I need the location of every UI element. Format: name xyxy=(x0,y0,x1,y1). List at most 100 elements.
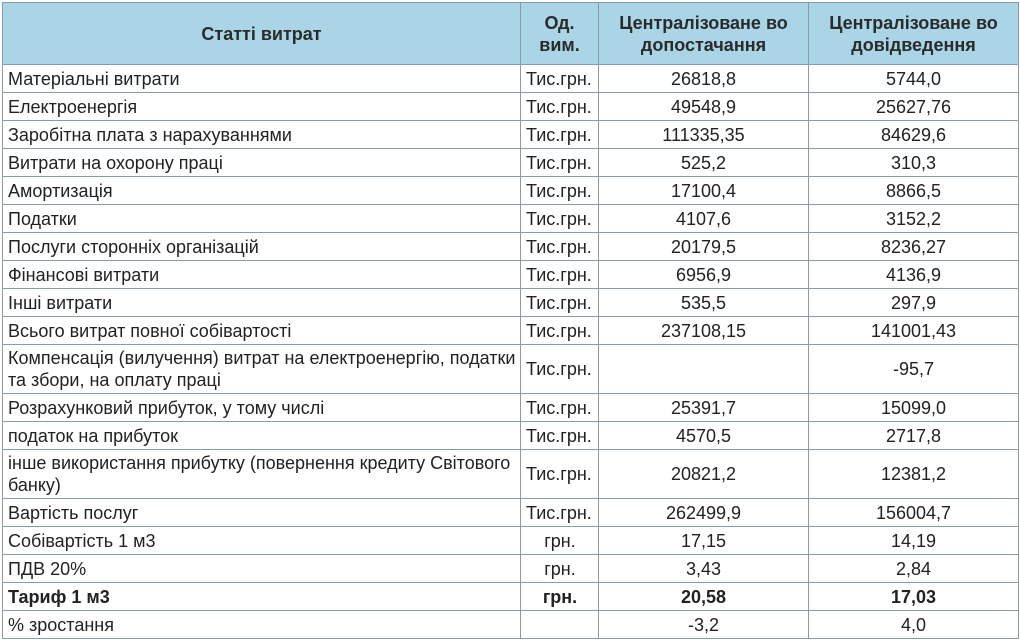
row-item: Послуги сторонніх організацій xyxy=(2,232,521,261)
row-supply-value: 535,5 xyxy=(598,288,809,317)
row-drain-value: 14,19 xyxy=(808,526,1019,555)
row-supply-value: 26818,8 xyxy=(598,64,809,93)
table-header-row: Статті витрат Од. вим. Централізоване во… xyxy=(2,2,1019,65)
row-item: Інші витрати xyxy=(2,288,521,317)
header-water-drainage: Централізоване во довідведення xyxy=(808,2,1019,65)
row-supply-value: 20179,5 xyxy=(598,232,809,261)
row-drain-value: 8236,27 xyxy=(808,232,1019,261)
row-supply-value: 111335,35 xyxy=(598,120,809,149)
table-row: Вартість послуг Тис.грн. 262499,9 156004… xyxy=(2,498,1019,527)
table-row: % зростання -3,2 4,0 xyxy=(2,610,1019,639)
row-drain-value: 2717,8 xyxy=(808,421,1019,450)
table-row: Електроенергія Тис.грн. 49548,9 25627,76 xyxy=(2,92,1019,121)
row-unit: Тис.грн. xyxy=(520,148,599,177)
table-row: інше використання прибутку (повернення к… xyxy=(2,449,1019,499)
row-drain-value: -95,7 xyxy=(808,344,1019,394)
row-supply-value: 6956,9 xyxy=(598,260,809,289)
table-row: Амортизація Тис.грн. 17100,4 8866,5 xyxy=(2,176,1019,205)
header-water-supply: Централізоване во допостачання xyxy=(598,2,809,65)
row-supply-value: 4107,6 xyxy=(598,204,809,233)
row-unit: Тис.грн. xyxy=(520,232,599,261)
row-supply-value: 4570,5 xyxy=(598,421,809,450)
row-supply-value: 525,2 xyxy=(598,148,809,177)
row-supply-value: 20821,2 xyxy=(598,449,809,499)
row-unit: Тис.грн. xyxy=(520,393,599,422)
row-unit: Тис.грн. xyxy=(520,449,599,499)
row-unit xyxy=(520,610,599,639)
row-drain-value: 310,3 xyxy=(808,148,1019,177)
row-drain-value: 4136,9 xyxy=(808,260,1019,289)
row-item: % зростання xyxy=(2,610,521,639)
row-item: Вартість послуг xyxy=(2,498,521,527)
row-item: Матеріальні витрати xyxy=(2,64,521,93)
row-item: Електроенергія xyxy=(2,92,521,121)
row-drain-value: 15099,0 xyxy=(808,393,1019,422)
row-drain-value: 84629,6 xyxy=(808,120,1019,149)
row-unit: Тис.грн. xyxy=(520,64,599,93)
table-row: ПДВ 20% грн. 3,43 2,84 xyxy=(2,554,1019,583)
row-drain-value: 25627,76 xyxy=(808,92,1019,121)
row-item: ПДВ 20% xyxy=(2,554,521,583)
row-item: Собівартість 1 м3 xyxy=(2,526,521,555)
row-unit: Тис.грн. xyxy=(520,498,599,527)
row-drain-value: 4,0 xyxy=(808,610,1019,639)
table-row: податок на прибуток Тис.грн. 4570,5 2717… xyxy=(2,421,1019,450)
row-drain-value: 5744,0 xyxy=(808,64,1019,93)
row-supply-value: 3,43 xyxy=(598,554,809,583)
table-row: Витрати на охорону праці Тис.грн. 525,2 … xyxy=(2,148,1019,177)
row-item: Фінансові витрати xyxy=(2,260,521,289)
row-drain-value: 297,9 xyxy=(808,288,1019,317)
row-supply-value: 262499,9 xyxy=(598,498,809,527)
row-supply-value: 17,15 xyxy=(598,526,809,555)
row-unit: Тис.грн. xyxy=(520,176,599,205)
row-item: Податки xyxy=(2,204,521,233)
row-drain-value: 8866,5 xyxy=(808,176,1019,205)
header-unit: Од. вим. xyxy=(520,2,599,65)
row-item: Амортизація xyxy=(2,176,521,205)
table-row: Послуги сторонніх організацій Тис.грн. 2… xyxy=(2,232,1019,261)
row-supply-value xyxy=(598,344,809,394)
row-item: інше використання прибутку (повернення к… xyxy=(2,449,521,499)
table-row: Компенсація (вилучення) витрат на електр… xyxy=(2,344,1019,394)
row-unit: Тис.грн. xyxy=(520,92,599,121)
row-supply-value: 25391,7 xyxy=(598,393,809,422)
row-drain-value: 12381,2 xyxy=(808,449,1019,499)
table-row: Податки Тис.грн. 4107,6 3152,2 xyxy=(2,204,1019,233)
row-drain-value: 2,84 xyxy=(808,554,1019,583)
row-supply-value: 20,58 xyxy=(598,582,809,611)
row-item: Заробітна плата з нарахуваннями xyxy=(2,120,521,149)
row-unit: Тис.грн. xyxy=(520,421,599,450)
row-item: Тариф 1 м3 xyxy=(2,582,521,611)
row-drain-value: 3152,2 xyxy=(808,204,1019,233)
table-row: Розрахунковий прибуток, у тому числі Тис… xyxy=(2,393,1019,422)
row-item: Розрахунковий прибуток, у тому числі xyxy=(2,393,521,422)
table-row: Фінансові витрати Тис.грн. 6956,9 4136,9 xyxy=(2,260,1019,289)
table-row: Собівартість 1 м3 грн. 17,15 14,19 xyxy=(2,526,1019,555)
row-item: податок на прибуток xyxy=(2,421,521,450)
row-unit: Тис.грн. xyxy=(520,344,599,394)
row-supply-value: 49548,9 xyxy=(598,92,809,121)
table-row-tariff: Тариф 1 м3 грн. 20,58 17,03 xyxy=(2,582,1019,611)
row-unit: Тис.грн. xyxy=(520,260,599,289)
table-row: Матеріальні витрати Тис.грн. 26818,8 574… xyxy=(2,64,1019,93)
row-unit: Тис.грн. xyxy=(520,316,599,345)
row-unit: грн. xyxy=(520,582,599,611)
row-unit: грн. xyxy=(520,526,599,555)
table-row: Інші витрати Тис.грн. 535,5 297,9 xyxy=(2,288,1019,317)
row-item: Компенсація (вилучення) витрат на електр… xyxy=(2,344,521,394)
row-item: Всього витрат повної собівартості xyxy=(2,316,521,345)
row-drain-value: 17,03 xyxy=(808,582,1019,611)
row-unit: грн. xyxy=(520,554,599,583)
header-cost-items: Статті витрат xyxy=(2,2,521,65)
table-row: Всього витрат повної собівартості Тис.гр… xyxy=(2,316,1019,345)
row-supply-value: -3,2 xyxy=(598,610,809,639)
row-unit: Тис.грн. xyxy=(520,204,599,233)
row-drain-value: 141001,43 xyxy=(808,316,1019,345)
row-unit: Тис.грн. xyxy=(520,120,599,149)
row-item: Витрати на охорону праці xyxy=(2,148,521,177)
table-row: Заробітна плата з нарахуваннями Тис.грн.… xyxy=(2,120,1019,149)
row-drain-value: 156004,7 xyxy=(808,498,1019,527)
row-supply-value: 237108,15 xyxy=(598,316,809,345)
row-unit: Тис.грн. xyxy=(520,288,599,317)
